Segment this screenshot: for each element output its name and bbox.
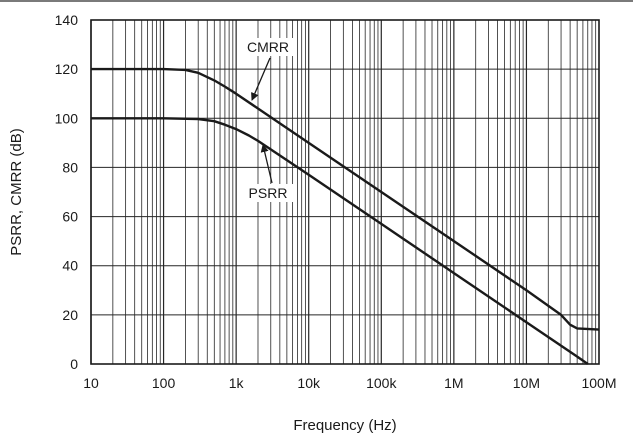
x-tick-label: 100k bbox=[366, 375, 397, 391]
cmrr-annotation-label: CMRR bbox=[247, 39, 289, 55]
cmrr-line bbox=[91, 67, 600, 331]
y-tick-label: 80 bbox=[62, 159, 78, 175]
x-tick-label: 100M bbox=[581, 375, 616, 391]
annotation-layer: CMRR PSRR bbox=[242, 38, 294, 202]
cmrr-annotation-arrow bbox=[251, 57, 271, 101]
y-tick-label: 0 bbox=[70, 356, 78, 372]
y-axis-label: PSRR, CMRR (dB) bbox=[8, 128, 25, 256]
y-tick-label: 100 bbox=[55, 110, 79, 126]
y-tick-label: 20 bbox=[62, 307, 78, 323]
psrr-annotation-arrow bbox=[260, 144, 273, 184]
top-border-rule bbox=[0, 0, 633, 2]
x-tick-label: 1M bbox=[444, 375, 463, 391]
y-tick-label: 120 bbox=[55, 61, 79, 77]
y-tick-label: 40 bbox=[62, 258, 78, 274]
x-axis-label: Frequency (Hz) bbox=[293, 417, 396, 434]
x-tick-label: 10k bbox=[297, 375, 321, 391]
cmrr-label-background bbox=[242, 38, 294, 56]
x-tick-label: 100 bbox=[152, 375, 176, 391]
y-tick-label: 140 bbox=[55, 12, 79, 28]
psrr-line bbox=[91, 117, 589, 365]
y-tick-label: 60 bbox=[62, 209, 78, 225]
plot-frame bbox=[90, 19, 600, 365]
psrr-annotation-label: PSRR bbox=[249, 185, 288, 201]
series-layer bbox=[91, 67, 600, 365]
x-tick-label: 10M bbox=[513, 375, 540, 391]
grid-layer bbox=[90, 19, 599, 365]
x-tick-label: 1k bbox=[229, 375, 245, 391]
x-tick-label: 10 bbox=[83, 375, 99, 391]
psrr-label-background bbox=[242, 184, 294, 202]
tick-label-layer: 10 100 1k 10k 100k 1M 10M 100M 0 20 40 60 80 100 120 14… bbox=[55, 12, 617, 391]
